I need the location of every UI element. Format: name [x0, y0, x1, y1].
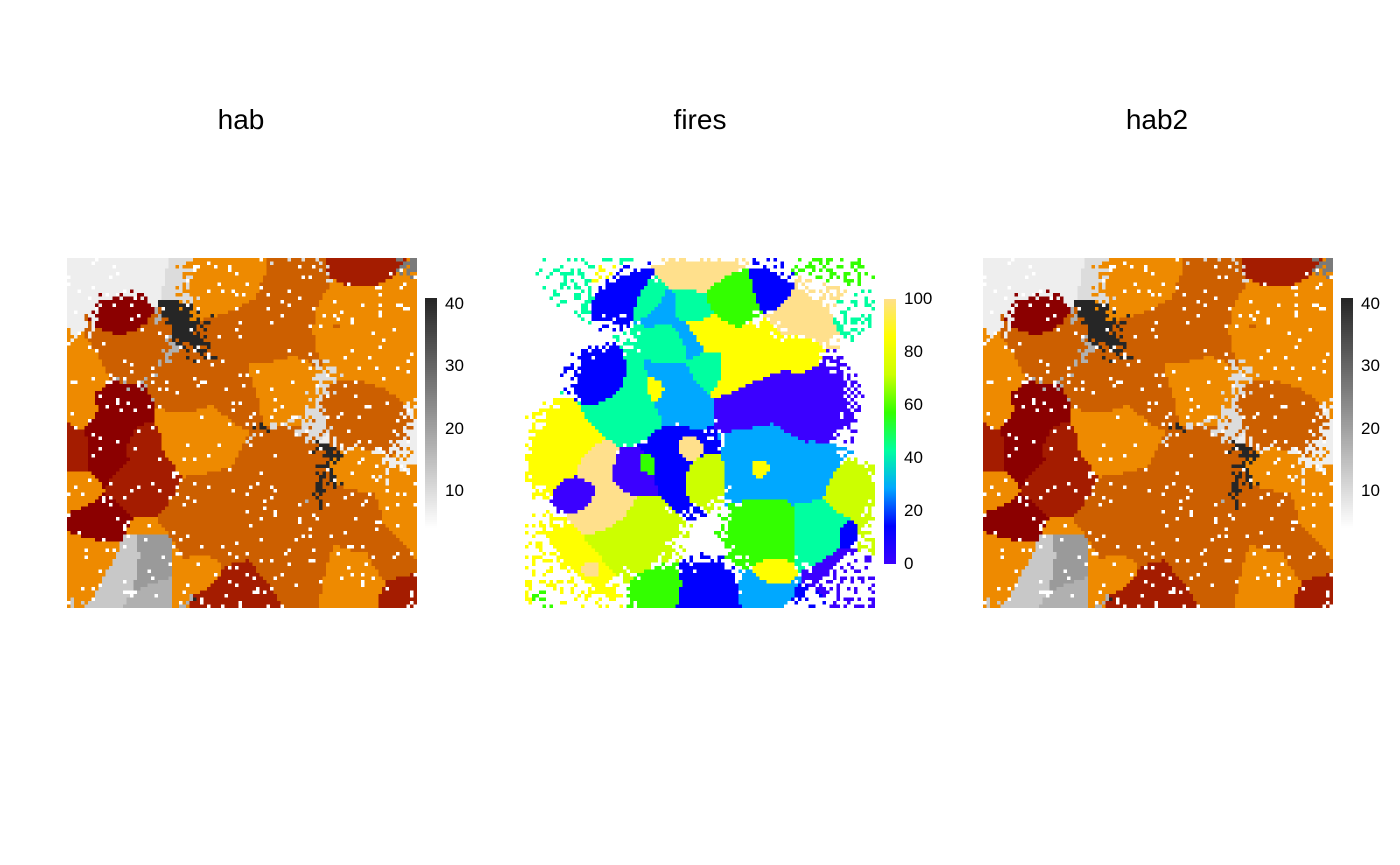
legend-tick-label: 40 — [1361, 294, 1380, 314]
raster-hab2 — [983, 258, 1333, 608]
legend-tick-label: 40 — [445, 294, 464, 314]
legend-tick-label: 40 — [904, 448, 923, 467]
legend-tick-label: 100 — [904, 289, 933, 308]
legend-tick-label: 20 — [904, 501, 923, 520]
panel-hab: hab 10 20 30 40 — [8, 0, 474, 865]
legend-bar-hab2 — [1341, 298, 1353, 528]
chart-title-fires: fires — [673, 104, 727, 135]
legend-tick-label: 20 — [445, 418, 464, 438]
chart-title-hab: hab — [217, 104, 265, 135]
legend-tick-label: 80 — [904, 342, 923, 361]
chart-title-hab2: hab2 — [1125, 104, 1189, 135]
legend-tick-label: 60 — [904, 395, 923, 414]
panel-hab2: hab2 10 20 30 40 — [924, 0, 1390, 865]
legend-tick-label: 10 — [1361, 480, 1380, 500]
raster-fires — [525, 258, 875, 608]
legend-bar-hab — [425, 298, 437, 528]
legend-tick-label: 30 — [445, 356, 464, 376]
legend-tick-label: 30 — [1361, 356, 1380, 376]
raster-hab — [67, 258, 417, 608]
legend-tick-label: 0 — [904, 554, 914, 573]
legend-tick-label: 10 — [445, 480, 464, 500]
panel-fires: fires 0 20 40 60 80 100 — [467, 0, 933, 865]
legend-bar-fires — [884, 299, 896, 564]
legend-tick-label: 20 — [1361, 418, 1380, 438]
